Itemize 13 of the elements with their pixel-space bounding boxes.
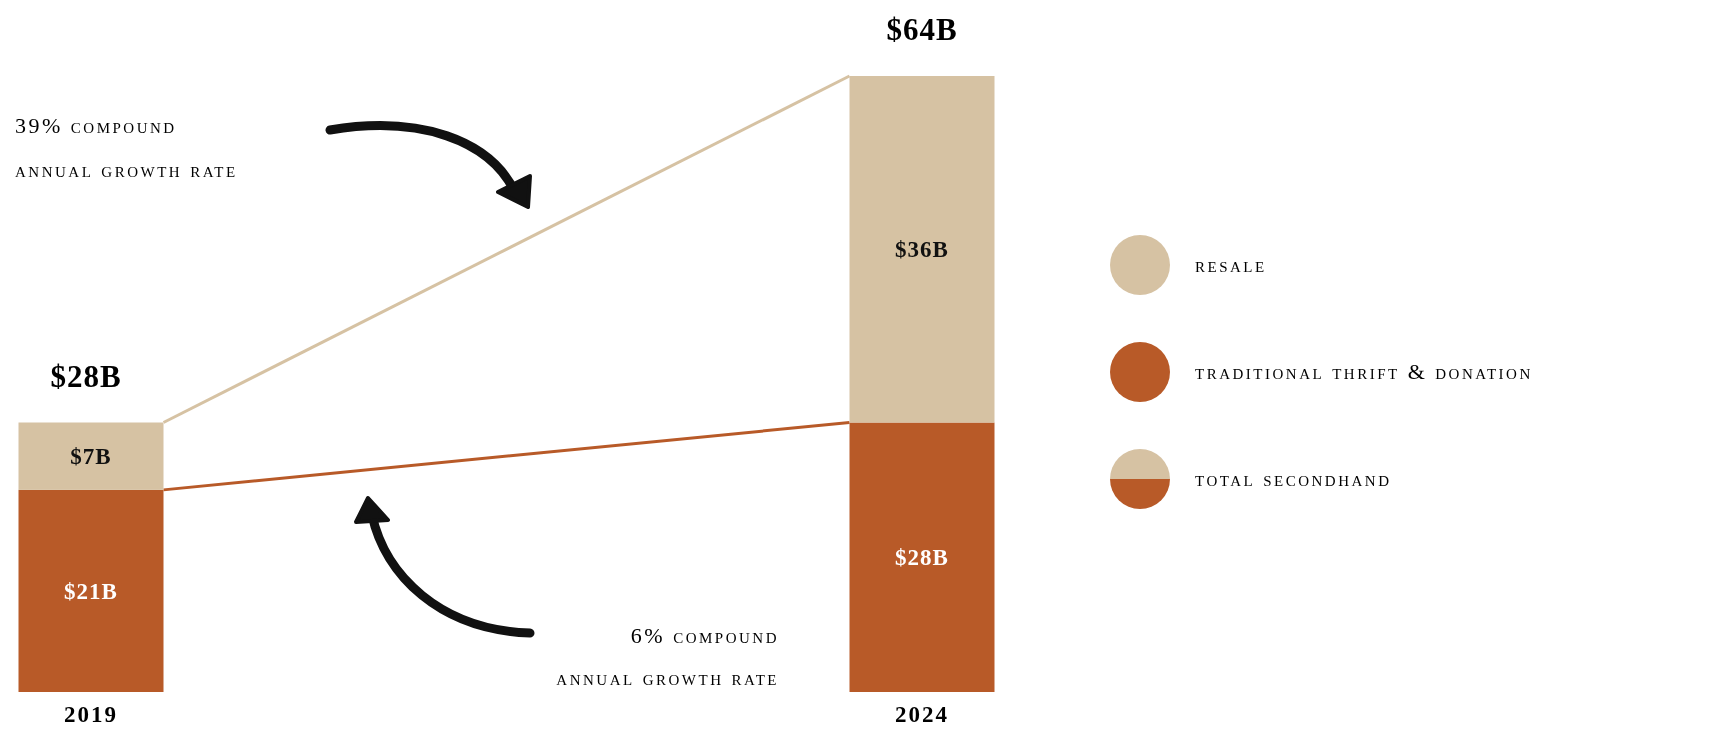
text: traditional thrift & donation [1195, 359, 1533, 384]
annotation: 6% compound annual growth rate [556, 623, 779, 690]
data-label: $7B [70, 444, 112, 470]
x-tick-label: 2019 [64, 702, 118, 727]
annotation: 39% compound annual growth rate [15, 113, 238, 182]
x-tick-label: 2024 [895, 702, 949, 727]
total-label: $64B [886, 12, 958, 47]
data-label: $28B [895, 545, 949, 571]
data-label: $21B [64, 578, 118, 604]
text: resale [1195, 252, 1267, 277]
annotation: total secondhand [1195, 466, 1392, 491]
data-label: $36B [895, 237, 949, 263]
total-label: $28B [50, 358, 122, 394]
